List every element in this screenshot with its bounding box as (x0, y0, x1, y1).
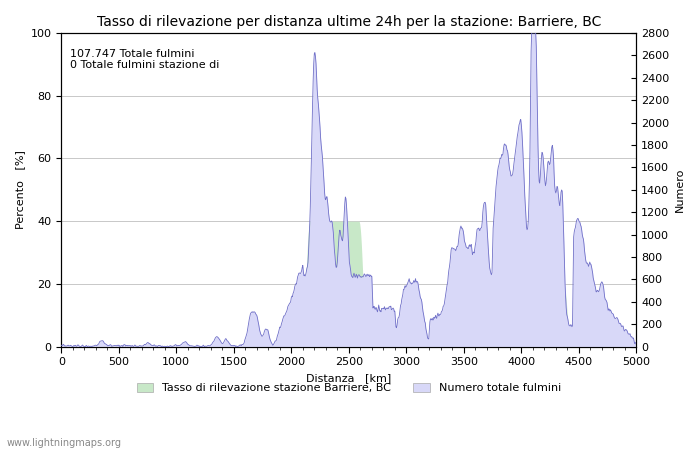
Y-axis label: Percento   [%]: Percento [%] (15, 150, 25, 229)
Legend: Tasso di rilevazione stazione Barriere, BC, Numero totale fulmini: Tasso di rilevazione stazione Barriere, … (132, 378, 566, 398)
Text: 107.747 Totale fulmini
0 Totale fulmini stazione di: 107.747 Totale fulmini 0 Totale fulmini … (70, 49, 219, 70)
Title: Tasso di rilevazione per distanza ultime 24h per la stazione: Barriere, BC: Tasso di rilevazione per distanza ultime… (97, 15, 601, 29)
X-axis label: Distanza   [km]: Distanza [km] (306, 373, 391, 382)
Y-axis label: Numero: Numero (675, 168, 685, 212)
Text: www.lightningmaps.org: www.lightningmaps.org (7, 438, 122, 448)
